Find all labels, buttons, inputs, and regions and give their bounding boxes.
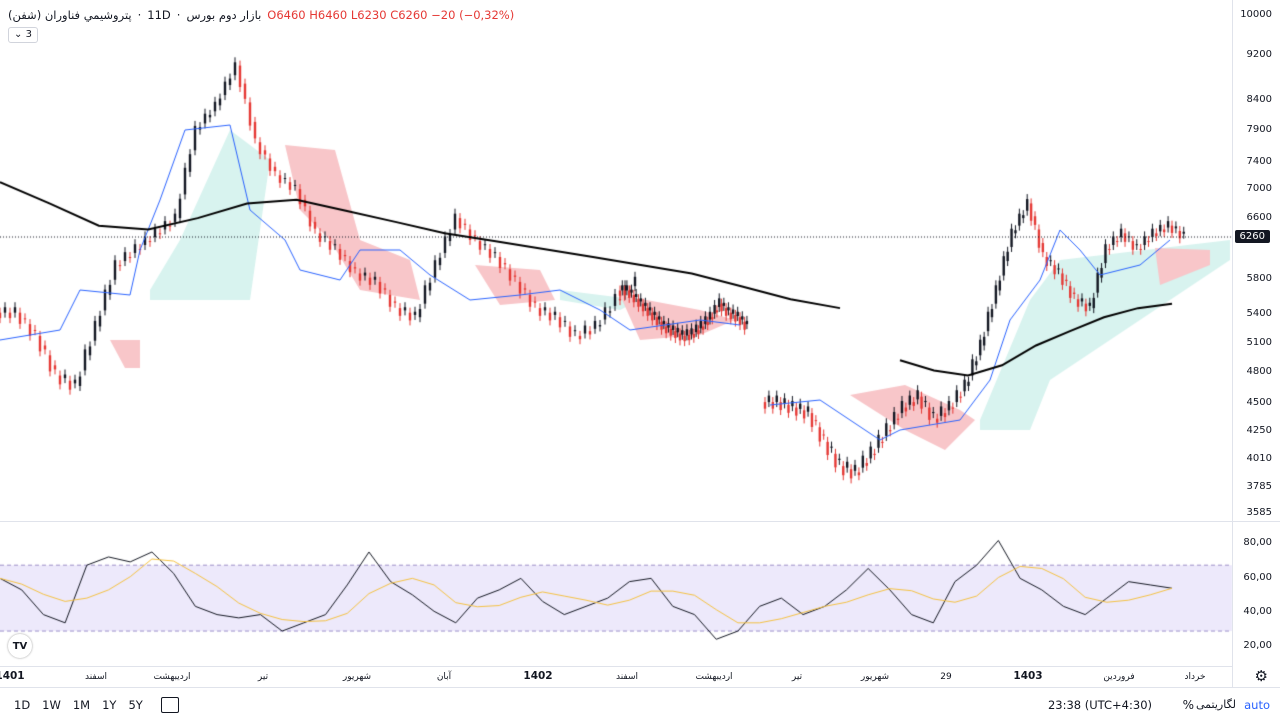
time-axis[interactable]: 1401 اسفند اردیبهشت تیر شهریور آبان 1402 اسفند ا… — [0, 666, 1232, 687]
price-tick-label: 4250 — [1246, 425, 1272, 436]
rsi-tick-label: 40,00 — [1243, 606, 1272, 617]
price-tick-label: 6600 — [1246, 212, 1272, 223]
range-1y-button[interactable]: 1Y — [102, 697, 117, 712]
close-value: C6260 — [390, 8, 428, 22]
time-tick-label: آبان — [436, 672, 452, 682]
tradingview-logo[interactable]: TV — [8, 634, 32, 658]
price-tick-label: 5400 — [1246, 308, 1272, 319]
time-tick-label: 1402 — [523, 670, 553, 682]
time-tick-label: 1403 — [1013, 670, 1043, 682]
price-tick-label: 4010 — [1246, 453, 1272, 464]
time-tick-label: تیر — [257, 672, 269, 682]
price-tick-label: 4500 — [1246, 397, 1272, 408]
low-value: L6230 — [350, 8, 387, 22]
price-tick-label: 7400 — [1246, 156, 1272, 167]
pane-separator[interactable] — [0, 521, 1280, 522]
high-value: H6460 — [309, 8, 348, 22]
price-tick-label: 5100 — [1246, 337, 1272, 348]
time-tick-label: شهریور — [860, 672, 890, 682]
interval[interactable]: 11D — [147, 8, 171, 22]
time-tick-label: اردیبهشت — [695, 672, 733, 682]
range-5y-button[interactable]: 5Y — [128, 697, 143, 712]
price-tick-label: 3785 — [1246, 481, 1272, 492]
range-1w-button[interactable]: 1W — [42, 697, 61, 712]
rsi-tick-label: 80,00 — [1243, 537, 1272, 548]
clock[interactable]: 23:38 (UTC+4:30) — [1047, 697, 1152, 712]
price-tick-label: 8400 — [1246, 94, 1272, 105]
rsi-tick-label: 60,00 — [1243, 572, 1272, 583]
time-tick-label: اسفند — [84, 672, 108, 682]
open-value: O6460 — [267, 8, 306, 22]
time-tick-label: اسفند — [615, 672, 639, 682]
axis-separator — [1232, 0, 1233, 687]
time-tick-label: خرداد — [1184, 672, 1206, 682]
time-tick-label: فروردین — [1103, 672, 1135, 682]
auto-toggle[interactable]: auto — [1244, 697, 1270, 712]
price-tick-label: 7900 — [1246, 124, 1272, 135]
price-tick-label: 10000 — [1240, 9, 1272, 20]
change-value: −20 (−0,32%) — [431, 8, 515, 22]
rsi-tick-label: 20,00 — [1243, 640, 1272, 651]
indicators-collapse-button[interactable]: ⌄ 3 — [8, 27, 38, 43]
gear-icon[interactable]: ⚙ — [1254, 667, 1268, 685]
price-tick-label: 7000 — [1246, 183, 1272, 194]
bottom-toolbar: 1D 1W 1M 1Y 5Y 23:38 (UTC+4:30) % لگاریت… — [0, 687, 1280, 721]
range-1m-button[interactable]: 1M — [72, 697, 91, 712]
range-1d-button[interactable]: 1D — [14, 697, 31, 712]
indicator-count: 3 — [25, 29, 32, 40]
time-tick-label: 29 — [940, 672, 952, 682]
date-range-icon[interactable] — [160, 696, 179, 713]
price-tick-label: 4800 — [1246, 366, 1272, 377]
time-tick-label: شهریور — [342, 672, 372, 682]
last-price-tag: 6260 — [1234, 230, 1270, 243]
log-toggle[interactable]: لگاریتمی — [1196, 698, 1236, 711]
percent-toggle[interactable]: % — [1182, 697, 1194, 712]
chart-legend: پتروشیمي فناوران (شفن) · 11D · بازار دوم… — [8, 8, 515, 22]
price-tick-label: 5800 — [1246, 273, 1272, 284]
price-tick-label: 9200 — [1246, 49, 1272, 60]
price-tick-label: 3585 — [1246, 507, 1272, 518]
ohlc-values: O6460 H6460 L6230 C6260 −20 (−0,32%) — [267, 8, 514, 22]
symbol-name[interactable]: پتروشیمي فناوران (شفن) — [8, 8, 132, 22]
exchange: بازار دوم بورس — [186, 8, 262, 22]
time-tick-label: تیر — [791, 672, 803, 682]
time-tick-label: اردیبهشت — [153, 672, 191, 682]
time-tick-label: 1401 — [0, 670, 25, 682]
